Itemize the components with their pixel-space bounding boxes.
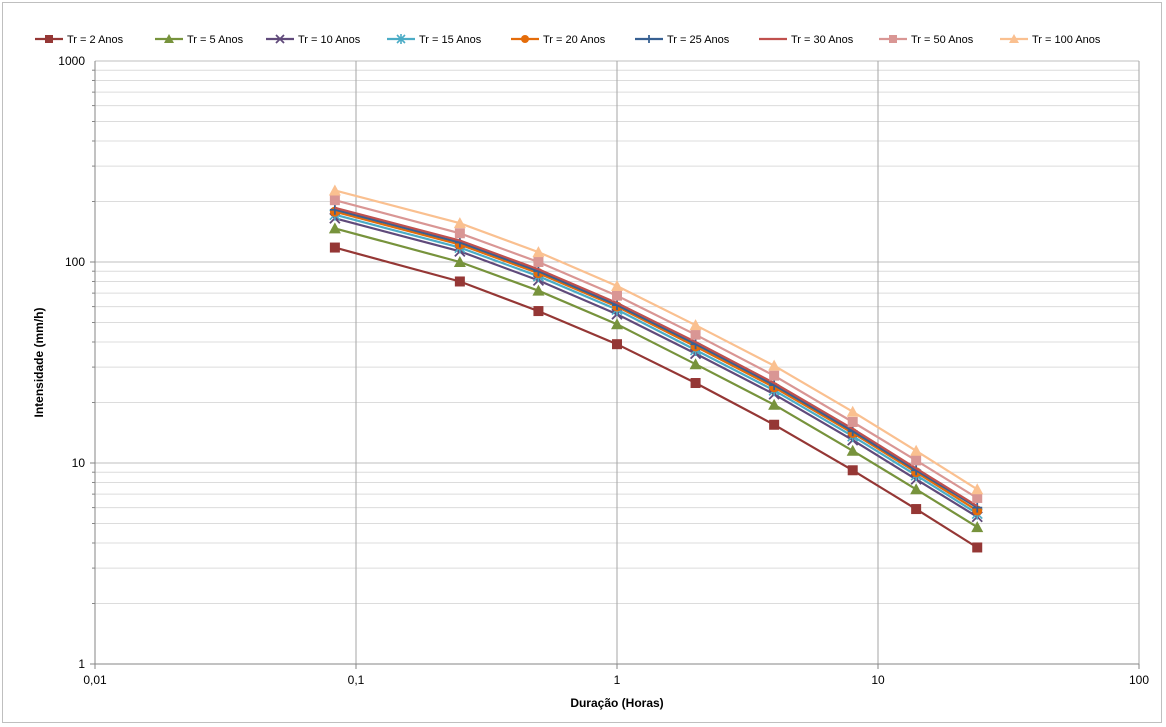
data-point [533, 257, 544, 267]
data-point [972, 492, 983, 503]
series-50-anos [329, 195, 983, 503]
data-point [645, 35, 653, 43]
data-point [769, 419, 780, 430]
data-point [164, 34, 174, 43]
legend-label: Tr = 2 Anos [67, 34, 124, 46]
legend-item: Tr = 10 Anos [266, 34, 361, 46]
data-point [328, 222, 341, 234]
series-25-anos [329, 204, 983, 513]
series-30-anos [334, 206, 978, 508]
legend-item: Tr = 2 Anos [35, 34, 124, 46]
data-point [454, 228, 465, 239]
series-line [334, 206, 978, 508]
data-point [329, 242, 340, 253]
data-point [971, 483, 984, 495]
legend-label: Tr = 20 Anos [543, 34, 606, 46]
y-tick-label: 1000 [58, 54, 85, 68]
data-point [911, 504, 922, 515]
data-point [454, 276, 465, 287]
x-tick-label: 0,01 [83, 673, 107, 687]
series-2-anos [329, 242, 983, 553]
legend-label: Tr = 50 Anos [911, 34, 974, 46]
legend-item: Tr = 30 Anos [759, 34, 854, 46]
data-point [768, 398, 781, 410]
data-point [889, 35, 897, 43]
legend-label: Tr = 5 Anos [187, 34, 244, 46]
data-point [910, 483, 923, 495]
legend: Tr = 2 Anos Tr = 5 Anos Tr = 10 Anos Tr = 1… [35, 34, 1101, 46]
legend-item: Tr = 15 Anos [387, 34, 482, 46]
y-tick-label: 10 [72, 456, 86, 470]
legend-label: Tr = 100 Anos [1032, 34, 1101, 46]
legend-item: Tr = 50 Anos [879, 34, 974, 46]
legend-item: Tr = 100 Anos [1000, 34, 1101, 46]
data-point [690, 378, 701, 389]
data-point [972, 542, 983, 553]
data-point [847, 416, 858, 427]
series-100-anos [328, 184, 984, 495]
legend-label: Tr = 15 Anos [419, 34, 482, 46]
data-point [612, 339, 622, 350]
legend-label: Tr = 25 Anos [667, 34, 730, 46]
x-tick-label: 1 [614, 673, 621, 687]
data-point [768, 359, 781, 371]
data-point [532, 246, 545, 258]
data-point [275, 34, 285, 44]
legend-label: Tr = 30 Anos [791, 34, 854, 46]
data-point [910, 444, 923, 456]
data-point [690, 329, 701, 340]
data-point [453, 256, 466, 267]
y-tick-label: 100 [65, 255, 85, 269]
x-tick-label: 100 [1129, 673, 1149, 687]
data-point [1009, 34, 1019, 43]
x-tick-label: 10 [871, 673, 885, 687]
data-point [846, 444, 859, 456]
data-point [329, 195, 340, 206]
series-layer [328, 184, 984, 553]
x-tick-label: 0,1 [348, 673, 365, 687]
data-point [611, 318, 623, 330]
legend-item: Tr = 5 Anos [155, 34, 244, 46]
data-point [611, 279, 623, 291]
data-point [453, 217, 466, 229]
data-point [847, 465, 858, 476]
series-5-anos [328, 222, 984, 533]
legend-item: Tr = 20 Anos [511, 34, 606, 46]
data-point [328, 184, 341, 196]
data-point [689, 358, 702, 370]
y-tick-label: 1 [78, 657, 85, 671]
data-point [846, 405, 859, 417]
data-point [521, 35, 529, 43]
data-point [533, 306, 544, 317]
grid-layer [95, 60, 1140, 664]
data-point [972, 502, 983, 513]
legend-label: Tr = 10 Anos [298, 34, 361, 46]
series-line [334, 210, 978, 512]
data-point [612, 290, 622, 301]
x-axis-title: Duração (Horas) [570, 696, 663, 710]
tick-labels: 1 10 100 1000 0,01 0,1 1 10 100 [58, 54, 1149, 687]
data-point [911, 455, 922, 466]
data-point [971, 521, 984, 533]
series-line [334, 246, 978, 549]
axes-layer [90, 61, 1140, 669]
data-point [769, 370, 780, 381]
legend-item: Tr = 25 Anos [635, 34, 730, 46]
data-point [45, 35, 53, 43]
data-point [532, 284, 545, 296]
data-point [689, 319, 702, 331]
data-point [396, 34, 406, 44]
y-axis-title: Intensidade (mm/h) [32, 307, 46, 417]
